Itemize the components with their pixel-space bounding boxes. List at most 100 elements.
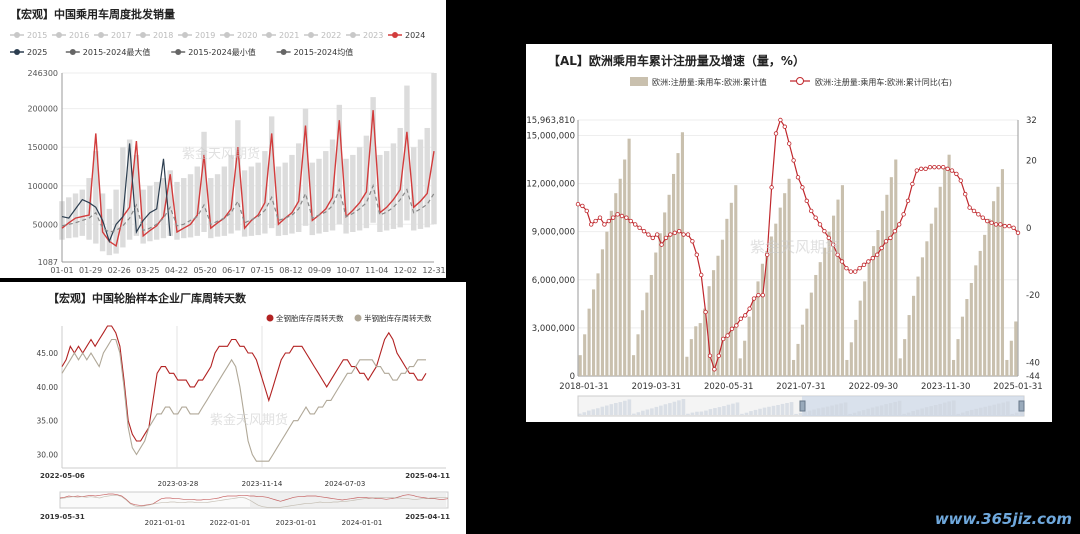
navigator-bar xyxy=(623,400,627,415)
growth-point xyxy=(1011,225,1016,230)
navigator-bar xyxy=(735,402,740,415)
growth-point xyxy=(791,158,796,163)
growth-point xyxy=(747,306,752,311)
bar xyxy=(725,218,729,376)
x-range-label: 2025-04-11 xyxy=(405,472,450,480)
range-band-bar xyxy=(343,158,349,234)
navigator-bar xyxy=(686,413,690,415)
growth-point xyxy=(800,185,805,190)
growth-point xyxy=(637,225,642,230)
range-band-bar xyxy=(275,166,282,236)
navigator-bar xyxy=(866,408,870,415)
navigator-bar xyxy=(911,411,915,415)
x-tick-label: 2019-03-31 xyxy=(632,382,681,392)
legend-label: 2023 xyxy=(363,31,383,40)
y-left-tick-label: 12,000,000 xyxy=(526,180,575,190)
bar xyxy=(716,255,720,376)
navigator-bar xyxy=(627,399,632,415)
bar xyxy=(632,355,636,376)
bar xyxy=(712,270,716,376)
growth-point xyxy=(826,235,831,241)
x-range-label: 2022-05-06 xyxy=(40,472,85,480)
range-band-bar xyxy=(79,189,85,236)
navigator-bar xyxy=(713,408,717,415)
weekly-sales-chart: 2015 2016 2017 2018 2019 2020 2021 2022 2023 2024… xyxy=(10,31,446,275)
navigator-bar xyxy=(690,412,695,415)
growth-point xyxy=(795,175,801,180)
growth-point xyxy=(760,292,765,298)
range-band-bar xyxy=(133,154,140,236)
navigator-bar xyxy=(974,408,979,415)
growth-point xyxy=(751,296,757,301)
navigator-bar xyxy=(591,409,596,415)
growth-point xyxy=(575,202,581,207)
y-left-tick-label: 15,963,810 xyxy=(526,116,575,126)
growth-point xyxy=(654,232,660,237)
site-watermark: www.365jiz.com xyxy=(934,510,1072,528)
bar xyxy=(823,247,827,376)
growth-point xyxy=(632,222,638,227)
bar xyxy=(649,274,653,376)
growth-point xyxy=(615,212,620,217)
navigator-bar xyxy=(965,411,970,415)
navigator-bar xyxy=(614,403,618,415)
navigator-bar xyxy=(902,413,906,415)
navigator-bar xyxy=(956,413,961,415)
y-tick-label: 35.00 xyxy=(37,417,59,426)
bar xyxy=(880,210,884,376)
bar xyxy=(912,295,916,376)
bar xyxy=(760,263,764,376)
bar xyxy=(858,300,862,376)
legend-label: 2016 xyxy=(69,31,89,40)
bar xyxy=(734,185,738,376)
x-tick-label: 2021-07-31 xyxy=(776,382,825,392)
legend-marker xyxy=(14,32,20,38)
growth-point xyxy=(839,259,845,264)
navigator-bar xyxy=(668,403,672,415)
range-band-bar xyxy=(282,162,288,236)
navigator-bar xyxy=(915,409,920,415)
navigator-bar xyxy=(1014,412,1019,415)
bar xyxy=(916,276,920,376)
navigator-bar xyxy=(740,413,744,415)
x-tick-label: 03-25 xyxy=(136,266,159,275)
legend-marker xyxy=(56,32,62,38)
chart-watermark: 紫金天风期货 xyxy=(182,146,260,162)
bar xyxy=(676,153,680,376)
navigator-bar xyxy=(879,405,884,415)
bar xyxy=(836,199,840,376)
navigator-label: 2019-05-31 xyxy=(40,513,85,521)
bar xyxy=(872,246,876,376)
navigator-bar xyxy=(893,401,897,415)
growth-point xyxy=(602,222,607,227)
bar xyxy=(1000,169,1004,376)
navigator-bar xyxy=(744,412,749,415)
growth-point xyxy=(681,232,686,237)
legend-label: 2017 xyxy=(111,31,131,40)
range-band-bar xyxy=(363,135,370,229)
bar xyxy=(800,324,804,376)
x-tick-label: 01-29 xyxy=(79,266,102,275)
growth-point xyxy=(778,117,783,123)
legend-marker xyxy=(392,32,398,38)
growth-point xyxy=(593,218,598,224)
growth-point xyxy=(989,220,994,225)
navigator-bar xyxy=(906,412,911,415)
bar xyxy=(765,250,769,376)
series-line-2025 xyxy=(61,143,171,244)
legend-label: 2025 xyxy=(27,48,47,57)
growth-point xyxy=(888,235,893,241)
y-right-tick-label: 20 xyxy=(1026,156,1037,166)
bar xyxy=(827,231,831,376)
y-tick-label: 200000 xyxy=(27,105,58,114)
navigator-bar xyxy=(821,407,825,415)
bar xyxy=(876,230,880,376)
chart-watermark: 紫金天风期货 xyxy=(750,238,840,256)
navigator-bar xyxy=(830,405,834,415)
growth-point xyxy=(646,232,651,237)
navigator-bar xyxy=(582,412,587,415)
x-tick-label: 2020-05-31 xyxy=(704,382,753,392)
range-band-bar xyxy=(174,181,180,240)
navigator-bar xyxy=(992,404,997,415)
y-tick-label: 45.00 xyxy=(37,349,59,358)
